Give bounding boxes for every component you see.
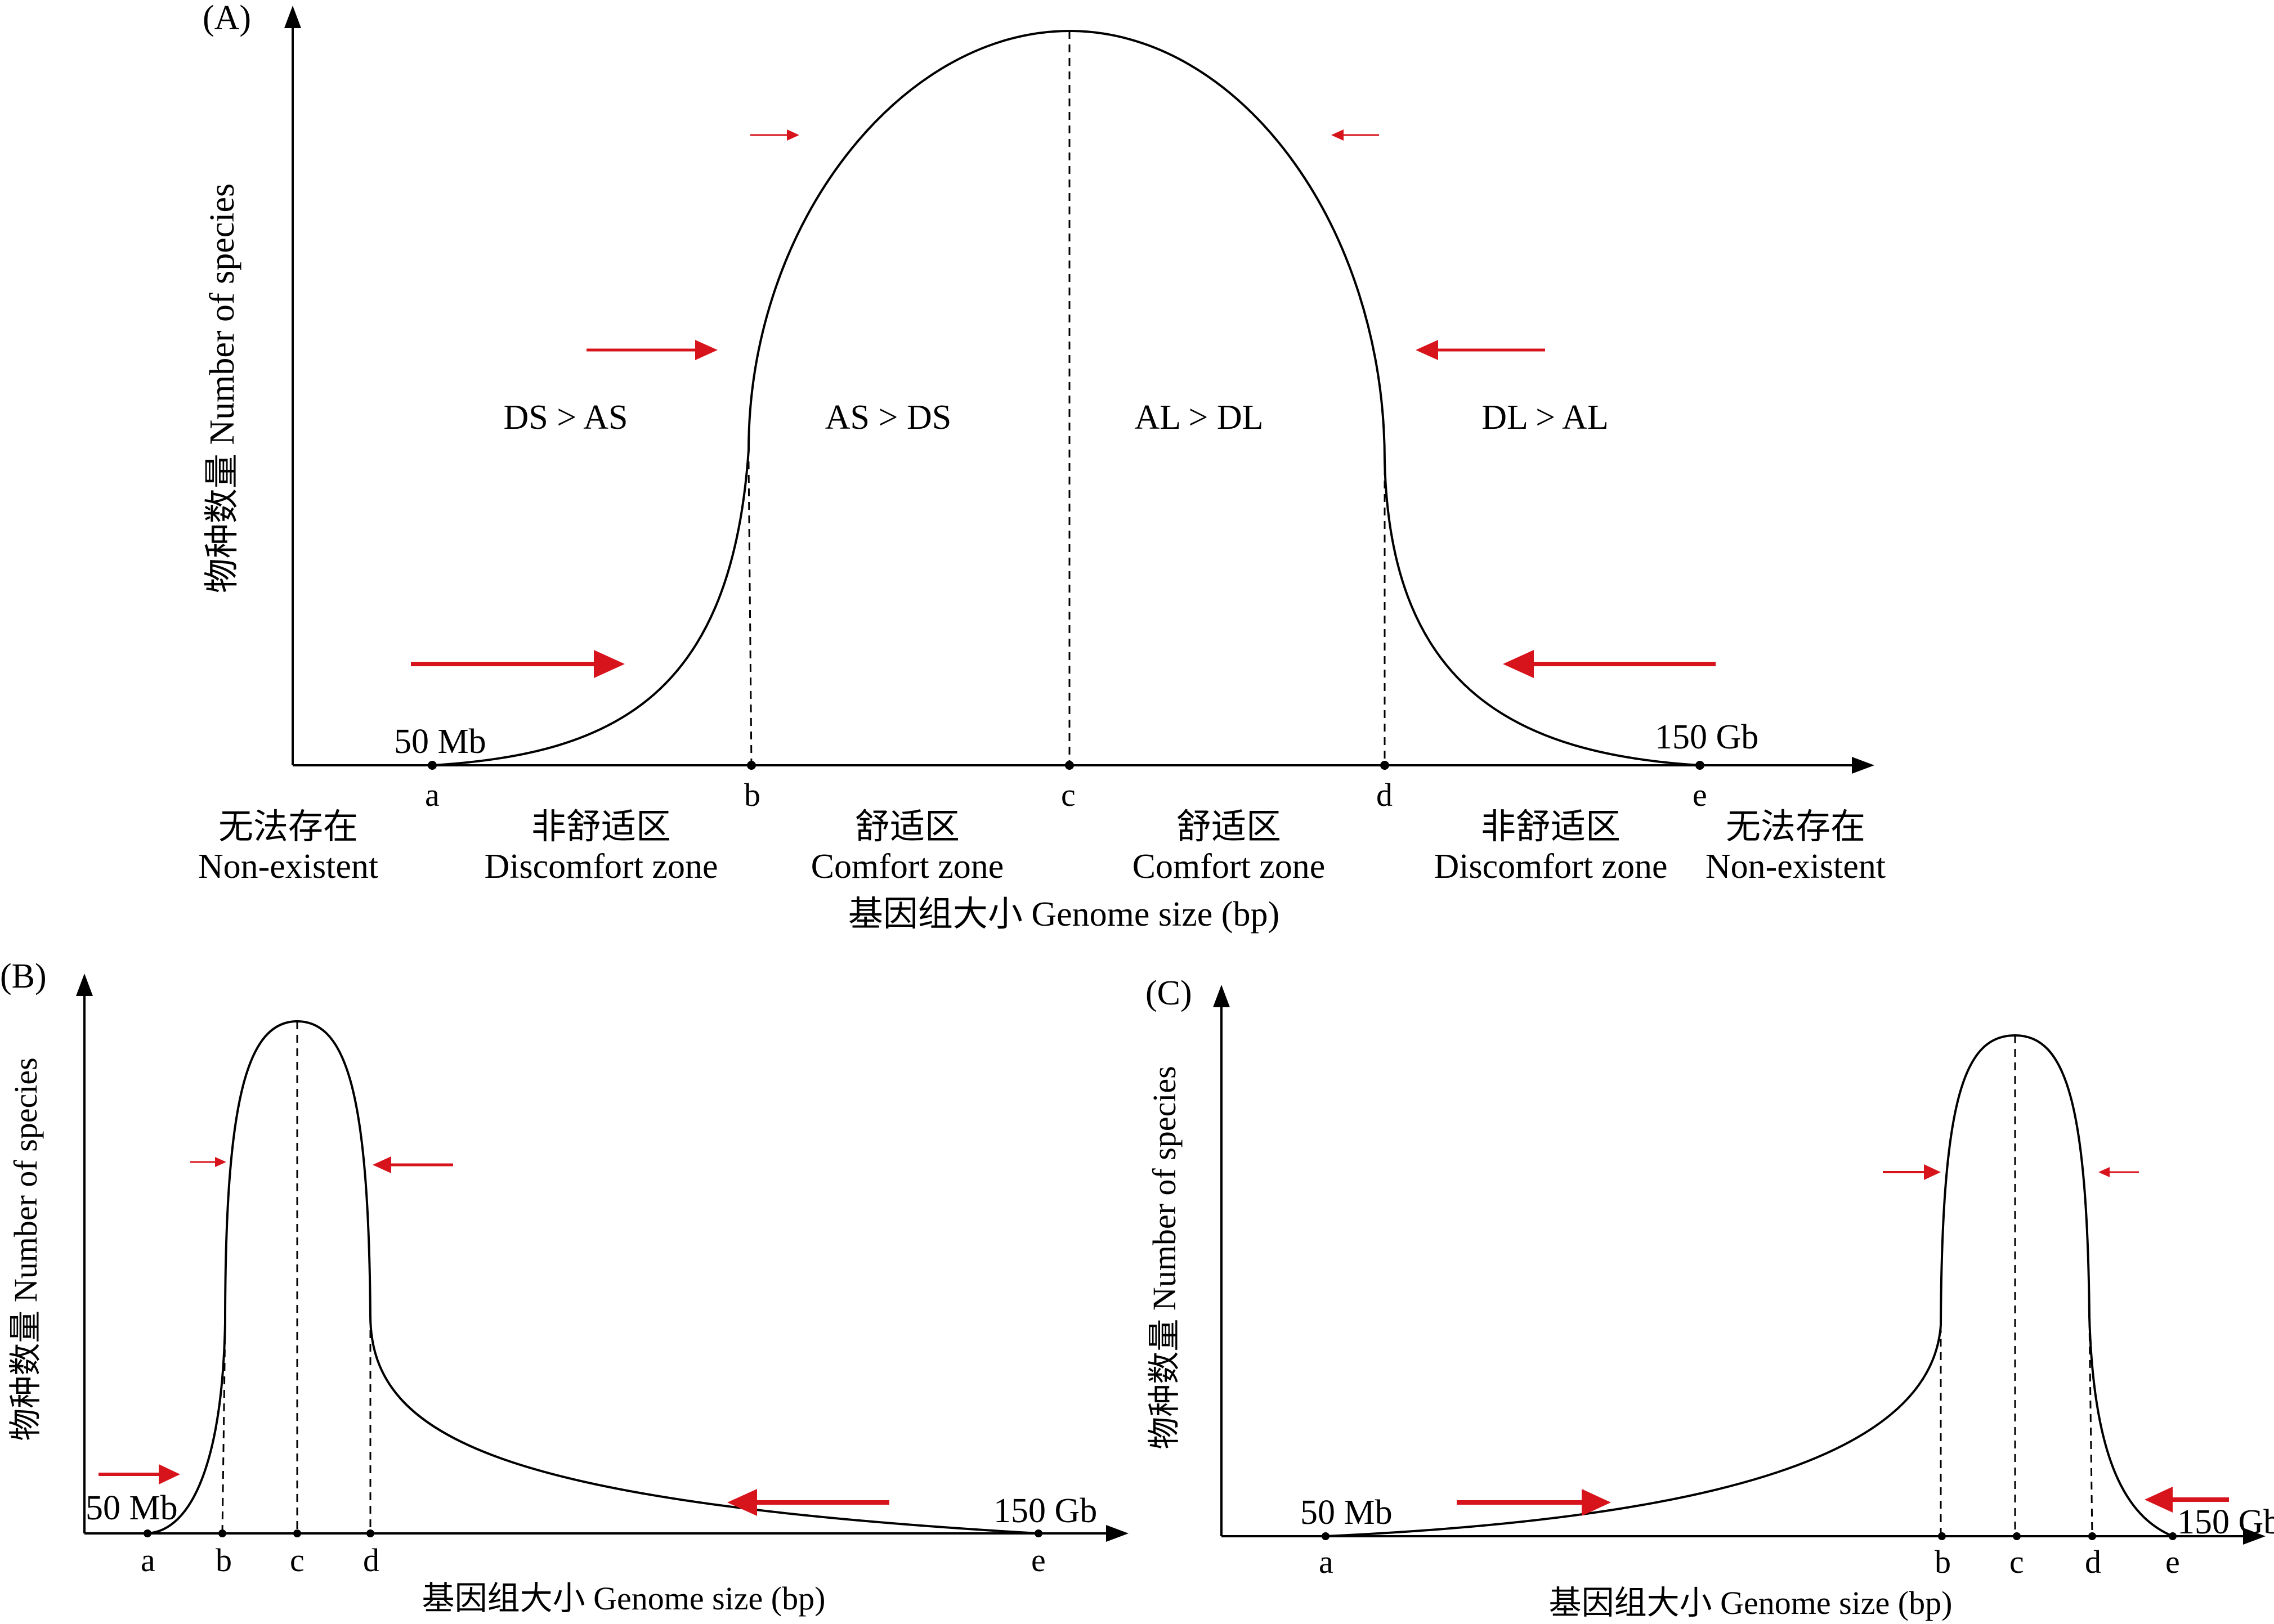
panel-c-y-axis-label: 物种数量 Number of species xyxy=(1146,1066,1183,1449)
panel-a-zone-6-zh: 无法存在 xyxy=(1726,808,1865,846)
panel-b-x-axis-label: 基因组大小 Genome size (bp) xyxy=(422,1580,826,1617)
panel-b-point-a-label: a xyxy=(141,1542,155,1578)
panel-a-arrow-mid-left-head xyxy=(1416,340,1438,360)
panel-a-point-b xyxy=(747,761,756,770)
panel-a-zone-4-en: Comfort zone xyxy=(1132,847,1326,886)
panel-b-right-value: 150 Gb xyxy=(993,1492,1097,1530)
panel-a-zone-4-zh: 舒适区 xyxy=(1176,808,1281,846)
panel-c-dash-d xyxy=(2088,1319,2093,1537)
panel-a-ineq-1: DS > AS xyxy=(503,398,628,437)
panel-b-point-e xyxy=(1035,1529,1042,1537)
panel-a-y-axis-label: 物种数量 Number of species xyxy=(203,183,241,593)
panel-c-y-axis-arrow xyxy=(1213,985,1230,1007)
panel-a-arrow-small-right-head xyxy=(787,129,799,141)
panel-a-point-a-label: a xyxy=(425,777,440,813)
panel-c-point-d xyxy=(2088,1532,2096,1540)
panel-a-point-c-label: c xyxy=(1061,777,1076,813)
panel-b-dash-b xyxy=(221,1322,226,1534)
panel-b-point-b xyxy=(218,1529,226,1537)
panel-c-point-b xyxy=(1938,1532,1946,1540)
panel-a-point-d xyxy=(1380,761,1389,770)
panel-c-point-e-label: e xyxy=(2165,1544,2180,1580)
panel-b-arrow-small-right-head xyxy=(215,1157,226,1167)
panel-a-dash-b xyxy=(747,461,753,766)
panel-b-point-a xyxy=(144,1529,151,1537)
panel-a-x-axis-arrow xyxy=(1852,757,1874,774)
panel-b-x-axis-arrow xyxy=(1106,1525,1129,1542)
panel-a-point-e-label: e xyxy=(1693,777,1707,813)
panel-a-zone-2-en: Discomfort zone xyxy=(485,847,718,886)
panel-c-point-b-label: b xyxy=(1935,1544,1951,1580)
panel-c-point-a xyxy=(1322,1532,1330,1540)
panel-a-zone-3-en: Comfort zone xyxy=(811,847,1004,886)
panel-a-zone-5-en: Discomfort zone xyxy=(1434,847,1668,886)
panel-a-ineq-2: AS > DS xyxy=(825,398,951,437)
panel-b-label: (B) xyxy=(0,957,47,995)
panel-a-ineq-4: DL > AL xyxy=(1481,398,1609,437)
panel-b-point-d-label: d xyxy=(363,1542,379,1578)
panel-a-zone-1-zh: 无法存在 xyxy=(218,808,358,846)
panel-a-zone-1-en: Non-existent xyxy=(198,847,378,886)
panel-b: (B) a b c d e 50 Mb 150 Gb 基因组大小 Genome … xyxy=(0,957,1129,1617)
panel-c-left-value: 50 Mb xyxy=(1300,1493,1393,1532)
panel-c: (C) a b c d e 50 Mb 150 Gb 基因组大小 Genome … xyxy=(1145,974,2274,1621)
panel-c-label: (C) xyxy=(1145,974,1192,1012)
panel-b-point-c-label: c xyxy=(290,1542,305,1578)
panel-a-zone-6-en: Non-existent xyxy=(1705,847,1886,886)
panel-a-left-value: 50 Mb xyxy=(394,723,486,761)
panel-b-point-d xyxy=(366,1529,374,1537)
panel-a-point-d-label: d xyxy=(1376,777,1393,813)
panel-b-arrow-mid-left-head xyxy=(373,1156,391,1173)
panel-a-y-axis-arrow xyxy=(284,6,301,28)
panel-c-x-axis-label: 基因组大小 Genome size (bp) xyxy=(1549,1585,1953,1621)
panel-c-arrow-mid-right-head xyxy=(1924,1164,1941,1180)
panel-b-point-b-label: b xyxy=(216,1542,232,1578)
panel-a-zone-3-zh: 舒适区 xyxy=(855,808,960,846)
panel-a-point-b-label: b xyxy=(744,777,760,813)
panel-b-arrow-large-right-head xyxy=(159,1464,180,1484)
panel-a-point-a xyxy=(428,761,437,770)
panel-b-y-axis-arrow xyxy=(76,973,93,996)
panel-b-left-value: 50 Mb xyxy=(86,1489,178,1527)
panel-a-ineq-3: AL > DL xyxy=(1135,398,1264,437)
panel-c-arrow-small-left-head xyxy=(2098,1167,2110,1177)
panel-a-zone-5-zh: 非舒适区 xyxy=(1481,808,1621,846)
panel-c-point-a-label: a xyxy=(1319,1544,1333,1580)
panel-c-right-value: 150 Gb xyxy=(2177,1503,2274,1541)
panel-b-point-e-label: e xyxy=(1031,1542,1046,1578)
panel-a-arrow-small-left-head xyxy=(1331,129,1344,141)
panel-a-x-axis-label: 基因组大小 Genome size (bp) xyxy=(848,895,1279,934)
panel-a-right-value: 150 Gb xyxy=(1655,718,1758,756)
panel-b-curve xyxy=(147,1020,1039,1535)
panel-c-point-c xyxy=(2013,1532,2021,1540)
panel-a-arrow-large-left-head xyxy=(1503,650,1534,678)
panel-c-point-d-label: d xyxy=(2085,1544,2101,1580)
panel-c-point-e xyxy=(2169,1532,2177,1540)
panel-c-arrow-large-left-head xyxy=(2145,1487,2173,1513)
panel-a-arrow-mid-right-head xyxy=(695,340,718,360)
panel-c-curve xyxy=(1325,1034,2173,1537)
panel-c-x-axis-arrow xyxy=(2243,1528,2266,1545)
panel-a-arrow-large-right-head xyxy=(594,650,625,678)
panel-b-point-c xyxy=(293,1529,301,1537)
panel-b-y-axis-label: 物种数量 Number of species xyxy=(7,1057,44,1441)
panel-a-point-e xyxy=(1695,761,1704,770)
panel-b-arrow-large-left-head xyxy=(727,1489,757,1516)
panel-a-zone-2-zh: 非舒适区 xyxy=(531,808,671,846)
panel-a: (A) a b c d e 50 Mb 150 Gb DS > AS AS > … xyxy=(198,0,1886,934)
panel-a-label: (A) xyxy=(203,0,251,37)
panel-a-point-c xyxy=(1065,761,1074,770)
panel-c-arrow-large-right-head xyxy=(1582,1489,1611,1516)
panel-c-point-c-label: c xyxy=(2009,1544,2024,1580)
